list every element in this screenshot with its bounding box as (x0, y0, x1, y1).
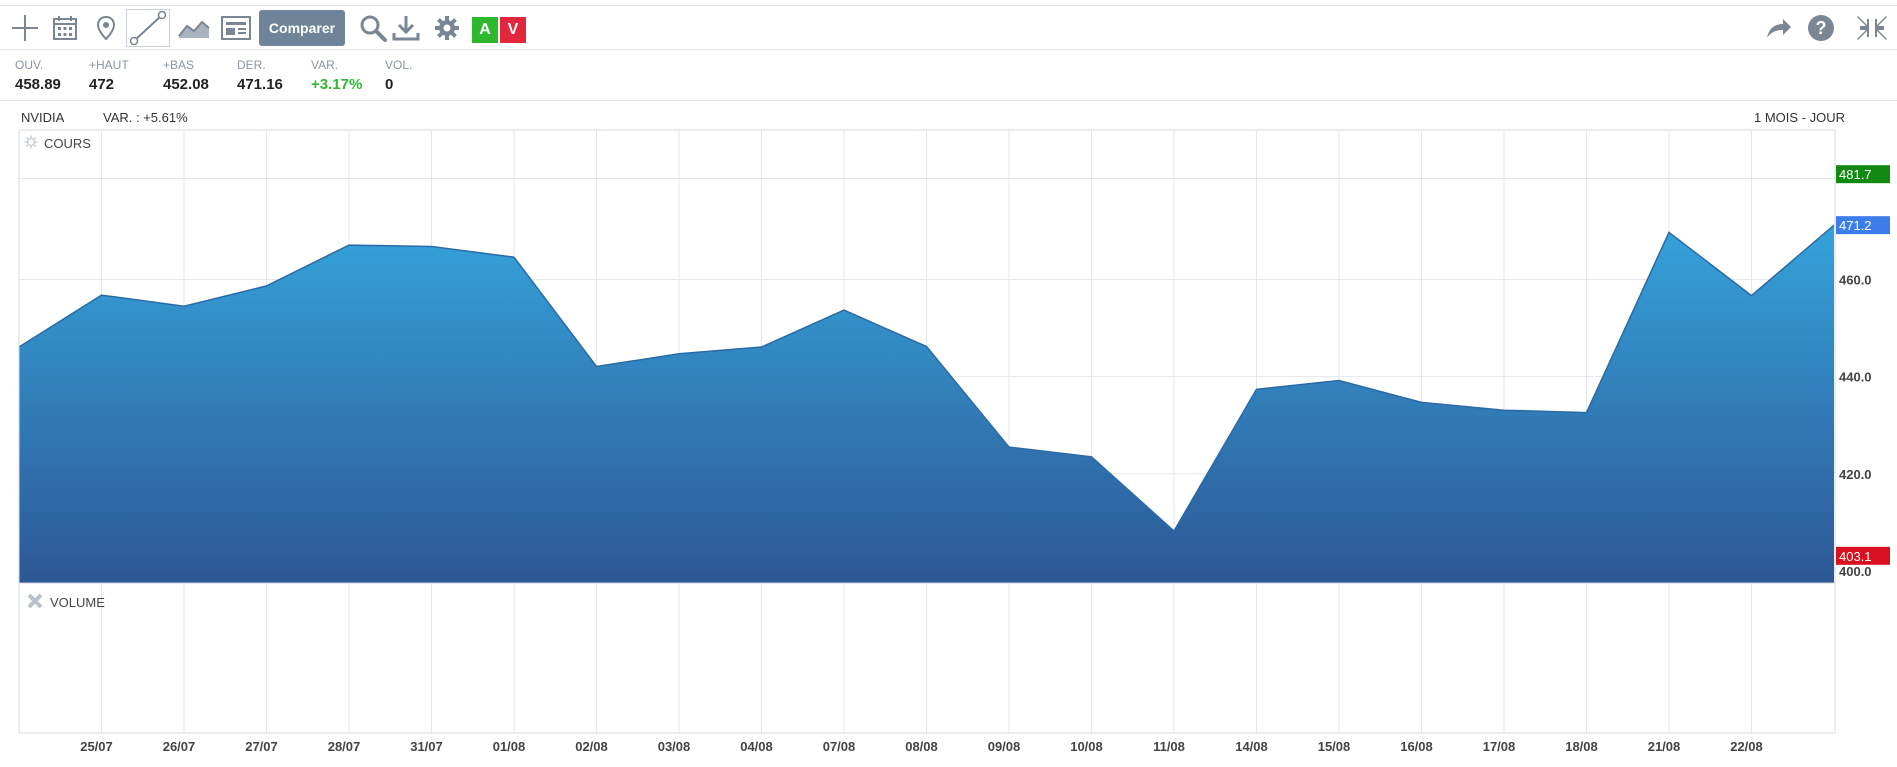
y-tick-label: 460.0 (1839, 273, 1872, 288)
x-tick-label: 08/08 (905, 739, 938, 754)
x-tick-label: 11/08 (1153, 739, 1185, 754)
price-pane-label: COURS (24, 135, 91, 152)
x-tick-label: 14/08 (1235, 739, 1268, 754)
stat-volume: VOL. 0 (385, 58, 412, 93)
x-tick-label: 17/08 (1483, 739, 1516, 754)
price-marker-tag: 471.2 (1836, 216, 1890, 235)
buy-button[interactable]: A (472, 17, 498, 43)
collapse-icon[interactable] (1853, 10, 1891, 46)
y-tick-label: 440.0 (1839, 370, 1872, 385)
x-tick-label: 27/07 (245, 739, 278, 754)
pane-settings-icon[interactable] (24, 135, 38, 152)
stat-label: OUV. (15, 58, 44, 72)
stat-label: +HAUT (89, 58, 129, 72)
price-marker-label: 481.7 (1839, 167, 1872, 182)
area-chart-icon[interactable] (175, 10, 213, 46)
stat-low: +BAS 452.08 (163, 58, 209, 93)
stat-high: +HAUT 472 (89, 58, 129, 93)
x-tick-label: 10/08 (1070, 739, 1103, 754)
stat-value: 472 (89, 76, 115, 93)
x-tick-label: 02/08 (575, 739, 608, 754)
x-tick-label: 15/08 (1318, 739, 1351, 754)
price-pane-title: COURS (44, 136, 91, 151)
stat-open: OUV. 458.89 (15, 58, 61, 93)
x-tick-label: 07/08 (823, 739, 856, 754)
stat-value: +3.17% (311, 76, 363, 93)
price-marker-bg (1836, 546, 1890, 565)
price-area (19, 225, 1834, 583)
x-tick-label: 31/07 (410, 739, 443, 754)
period-selector[interactable]: 1 MOIS - JOUR (1753, 110, 1845, 125)
x-tick-label: 26/07 (163, 739, 196, 754)
price-marker-label: 471.2 (1839, 218, 1872, 233)
y-tick-label: 420.0 (1839, 467, 1872, 482)
period-variation: VAR. : +5.61% (103, 110, 188, 125)
newspaper-icon[interactable] (217, 10, 255, 46)
x-tick-label: 04/08 (740, 739, 773, 754)
compare-button[interactable]: Comparer (259, 10, 345, 46)
price-marker-tag: 481.7 (1836, 165, 1890, 184)
instrument-name: NVIDIA (21, 110, 65, 125)
stat-value: 458.89 (15, 76, 61, 93)
x-tick-label: 28/07 (328, 739, 361, 754)
sell-button[interactable]: V (500, 17, 526, 43)
stat-label: VAR. (311, 58, 339, 72)
stat-label: +BAS (163, 58, 195, 72)
stat-value: 0 (385, 76, 394, 93)
price-line (18, 224, 1835, 533)
x-tick-label: 03/08 (658, 739, 691, 754)
x-tick-label: 09/08 (988, 739, 1021, 754)
x-tick-label: 25/07 (80, 739, 113, 754)
stat-last: DER. 471.16 (237, 58, 283, 93)
stat-label: VOL. (385, 58, 413, 72)
stat-value: 452.08 (163, 76, 209, 93)
price-marker-tag: 403.1 (1836, 546, 1890, 565)
price-marker-label: 403.1 (1839, 549, 1872, 564)
x-tick-label: 22/08 (1730, 739, 1763, 754)
crosshair-icon[interactable] (6, 10, 44, 46)
x-tick-label: 21/08 (1648, 739, 1681, 754)
stat-label: DER. (237, 58, 266, 72)
volume-pane-label: VOLUME (26, 592, 105, 613)
x-tick-label: 01/08 (493, 739, 526, 754)
y-tick-label: 400.0 (1839, 564, 1872, 579)
stat-variation: VAR. +3.17% (311, 58, 362, 93)
stat-value: 471.16 (237, 76, 283, 93)
price-marker-bg (1836, 165, 1890, 184)
help-icon[interactable]: ? (1802, 10, 1840, 46)
svg-text:?: ? (1816, 18, 1827, 38)
download-icon[interactable] (387, 10, 425, 46)
close-icon[interactable] (26, 592, 44, 613)
x-tick-label: 16/08 (1400, 739, 1433, 754)
settings-gear-icon[interactable] (428, 10, 466, 46)
price-marker-bg (1836, 216, 1890, 235)
chart-frame (18, 129, 1836, 734)
volume-pane-title: VOLUME (50, 595, 105, 610)
calendar-icon[interactable] (46, 10, 84, 46)
toolbar: Comparer A V ? (0, 5, 1897, 50)
pin-icon[interactable] (87, 10, 125, 46)
x-tick-label: 18/08 (1565, 739, 1598, 754)
quote-stats-bar: OUV. 458.89 +HAUT 472 +BAS 452.08 DER. 4… (0, 50, 1897, 101)
line-draw-icon[interactable] (126, 9, 170, 47)
search-icon[interactable] (354, 10, 392, 46)
share-arrow-icon[interactable] (1759, 10, 1797, 46)
